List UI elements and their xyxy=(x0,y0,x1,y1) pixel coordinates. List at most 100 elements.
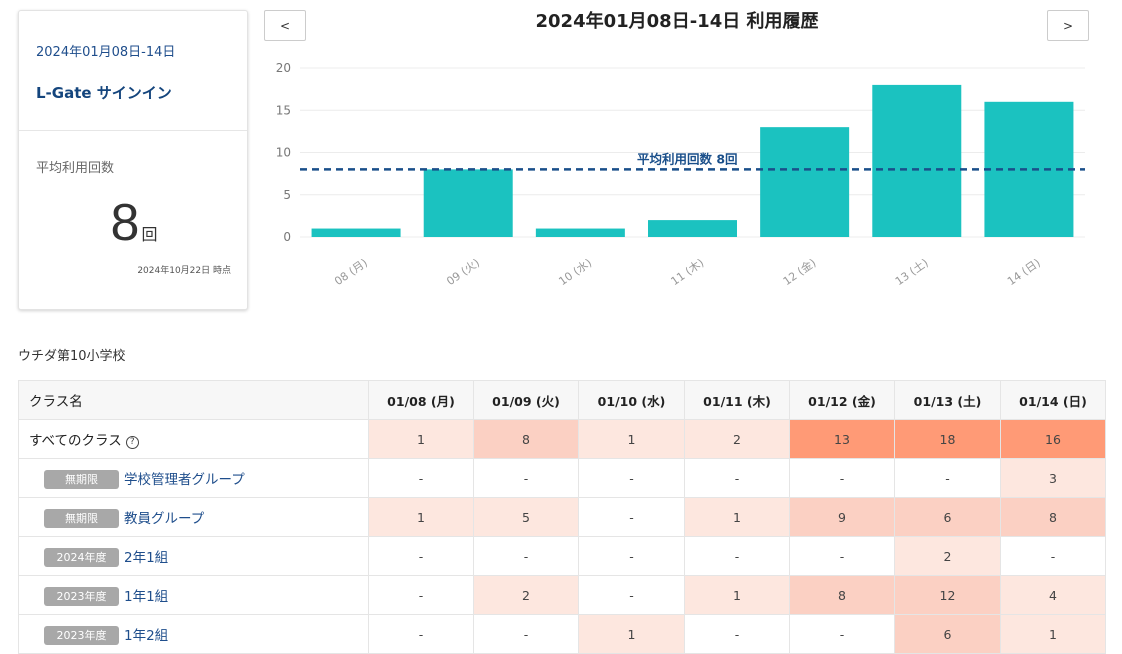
usage-count-cell: 16 xyxy=(1000,419,1106,459)
x-tick-label: 09 (火) xyxy=(444,256,482,288)
usage-count-cell: 2 xyxy=(894,536,1001,576)
usage-count-cell: 1 xyxy=(368,497,474,537)
usage-count-cell: - xyxy=(1000,536,1106,576)
usage-count-cell: - xyxy=(684,614,790,654)
x-tick-label: 10 (水) xyxy=(556,256,594,288)
summary-app-name: L-Gate サインイン xyxy=(36,84,172,102)
usage-count-cell: 4 xyxy=(1000,575,1106,615)
usage-count-cell: - xyxy=(578,536,685,576)
chart-bar xyxy=(535,228,625,237)
summary-header: 2024年01月08日-14日 L-Gate サインイン xyxy=(19,11,247,131)
x-tick-label: 08 (月) xyxy=(332,256,370,288)
usage-count-cell: - xyxy=(368,575,474,615)
table-row-class: 2024年度 2年1組 - - - - - 2 - xyxy=(18,536,1106,576)
usage-count-cell: 9 xyxy=(789,497,895,537)
column-header-date: 01/11 (木) xyxy=(684,380,790,420)
class-name-cell: 2024年度 2年1組 xyxy=(18,536,369,576)
help-icon[interactable]: ? xyxy=(125,436,139,449)
usage-count-cell: 8 xyxy=(1000,497,1106,537)
usage-count-cell: - xyxy=(368,614,474,654)
usage-count-cell: 1 xyxy=(684,575,790,615)
class-name-cell: 無期限 教員グループ xyxy=(18,497,369,537)
usage-count-cell: 3 xyxy=(1000,458,1106,498)
y-tick-label: 5 xyxy=(283,188,291,202)
usage-count-cell: 12 xyxy=(894,575,1001,615)
usage-count-cell: - xyxy=(368,458,474,498)
column-header-date: 01/08 (月) xyxy=(368,380,474,420)
summary-date-range: 2024年01月08日-14日 xyxy=(36,45,176,60)
average-usage-label: 平均利用回数 xyxy=(36,161,115,176)
usage-count-cell: 2 xyxy=(684,419,790,459)
usage-count-cell: - xyxy=(578,575,685,615)
class-name-cell: 無期限 学校管理者グループ xyxy=(18,458,369,498)
usage-count-cell: - xyxy=(473,614,579,654)
period-badge: 2024年度 xyxy=(44,547,119,567)
all-classes-label: すべてのクラス xyxy=(29,433,122,449)
usage-count-cell: - xyxy=(578,458,685,498)
usage-count-cell: 1 xyxy=(1000,614,1106,654)
usage-count-cell: - xyxy=(473,458,579,498)
table-row-class: 2023年度 1年1組 - 2 - 1 8 12 4 xyxy=(18,575,1106,615)
usage-count-cell: 1 xyxy=(578,614,685,654)
usage-count-cell: - xyxy=(894,458,1001,498)
as-of-timestamp: 2024年10月22日 時点 xyxy=(137,266,231,276)
y-tick-label: 15 xyxy=(276,103,291,117)
usage-count-cell: - xyxy=(789,458,895,498)
usage-count-cell: 8 xyxy=(473,419,579,459)
column-header-date: 01/13 (土) xyxy=(894,380,1001,420)
y-tick-label: 0 xyxy=(283,230,291,244)
class-link[interactable]: 2年1組 xyxy=(124,549,169,566)
school-name: ウチダ第10小学校 xyxy=(18,349,126,364)
average-line-label: 平均利用回数 8回 xyxy=(637,151,738,166)
column-header-date: 01/09 (火) xyxy=(473,380,579,420)
class-link[interactable]: 1年2組 xyxy=(124,627,169,644)
chart-bar xyxy=(760,127,850,237)
chart-bar xyxy=(872,84,962,238)
class-name-cell: すべてのクラス? xyxy=(18,419,369,459)
period-badge: 2023年度 xyxy=(44,625,119,645)
table-header-row: クラス名 01/08 (月) 01/09 (火) 01/10 (水) 01/11… xyxy=(18,380,1106,420)
usage-count-cell: 2 xyxy=(473,575,579,615)
chart-bar xyxy=(311,228,401,237)
usage-bar-chart: 0 5 10 15 20 08 (月) 09 (火) 10 (水) 11 (木) 12 (金) 13… xyxy=(276,61,1085,288)
period-badge: 2023年度 xyxy=(44,586,119,606)
usage-count-cell: - xyxy=(473,536,579,576)
usage-count-cell: 1 xyxy=(368,419,474,459)
x-tick-label: 11 (木) xyxy=(669,256,707,288)
usage-count-cell: - xyxy=(789,614,895,654)
usage-count-cell: 1 xyxy=(578,419,685,459)
column-header-date: 01/10 (水) xyxy=(578,380,685,420)
period-badge: 無期限 xyxy=(44,508,119,528)
average-usage-number: 8 xyxy=(110,194,140,252)
column-header-date: 01/12 (金) xyxy=(789,380,895,420)
x-tick-label: 12 (金) xyxy=(780,255,818,288)
usage-count-cell: 18 xyxy=(894,419,1001,459)
x-tick-label: 13 (土) xyxy=(893,256,931,288)
y-tick-label: 20 xyxy=(276,61,291,75)
chart-bar xyxy=(423,169,513,237)
class-name-cell: 2023年度 1年1組 xyxy=(18,575,369,615)
usage-count-cell: - xyxy=(684,536,790,576)
class-link[interactable]: 教員グループ xyxy=(124,510,205,527)
usage-count-cell: 13 xyxy=(789,419,895,459)
period-badge: 無期限 xyxy=(44,469,119,489)
next-week-button[interactable]: > xyxy=(1047,10,1089,41)
chart-bar xyxy=(648,220,737,237)
usage-count-cell: 6 xyxy=(894,614,1001,654)
table-row-class: 無期限 学校管理者グループ - - - - - - 3 xyxy=(18,458,1106,498)
previous-week-button[interactable]: < xyxy=(264,10,306,41)
usage-count-cell: - xyxy=(578,497,685,537)
column-header-class-name: クラス名 xyxy=(18,380,369,420)
column-header-date: 01/14 (日) xyxy=(1000,380,1106,420)
class-name-cell: 2023年度 1年2組 xyxy=(18,614,369,654)
class-link[interactable]: 学校管理者グループ xyxy=(124,471,245,488)
usage-count-cell: 5 xyxy=(473,497,579,537)
table-row-all-classes: すべてのクラス? 1 8 1 2 13 18 16 xyxy=(18,419,1106,459)
usage-count-cell: - xyxy=(789,536,895,576)
class-link[interactable]: 1年1組 xyxy=(124,588,169,605)
usage-table: クラス名 01/08 (月) 01/09 (火) 01/10 (水) 01/11… xyxy=(18,380,1106,654)
table-row-class: 無期限 教員グループ 1 5 - 1 9 6 8 xyxy=(18,497,1106,537)
